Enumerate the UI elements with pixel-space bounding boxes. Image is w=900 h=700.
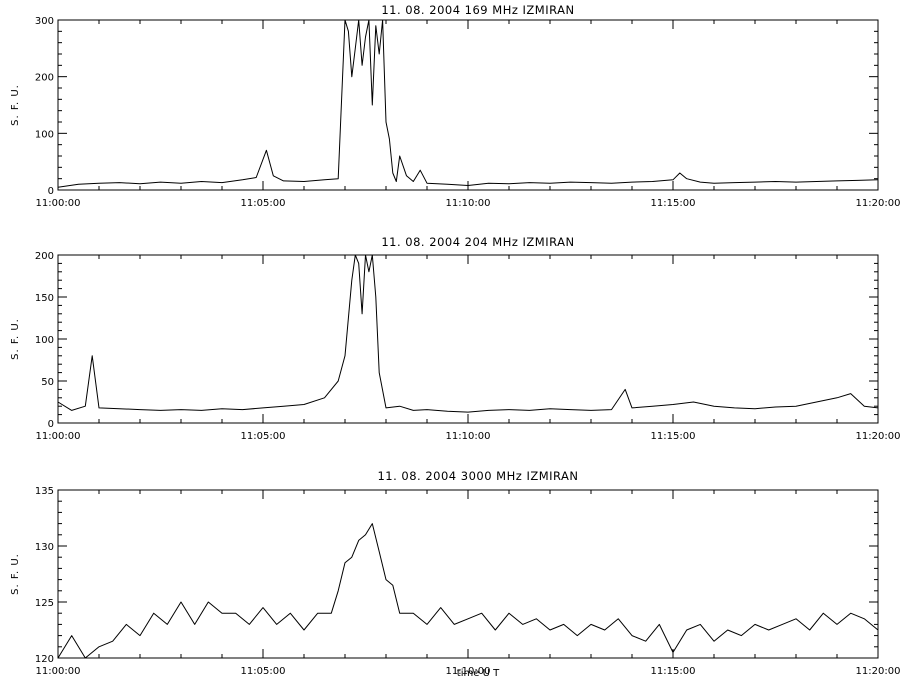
y-tick-label: 200 xyxy=(35,73,54,84)
x-tick-label: 11:15:00 xyxy=(651,431,696,442)
plot-frame xyxy=(57,19,879,191)
chart-panel-1: 11. 08. 2004 169 MHz IZMIRAN S. F. U. 0 100… xyxy=(10,3,900,209)
y-tick-label: 120 xyxy=(35,654,54,665)
y-tick-label: 200 xyxy=(35,251,54,262)
x-tick-label: 11:10:00 xyxy=(446,431,491,442)
y-axis-label: S. F. U. xyxy=(10,318,21,360)
y-tick-label: 130 xyxy=(35,542,54,553)
x-axis-label: time U T xyxy=(457,668,500,679)
x-tick-label: 11:20:00 xyxy=(856,431,900,442)
x-tick-label: 11:00:00 xyxy=(36,198,81,209)
chart-title: 11. 08. 2004 169 MHz IZMIRAN xyxy=(381,3,574,17)
plot-frame xyxy=(57,489,879,659)
x-tick-label: 11:20:00 xyxy=(856,198,900,209)
series-line xyxy=(57,523,879,659)
x-tick-label: 11:00:00 xyxy=(36,666,81,677)
series-line xyxy=(57,254,879,413)
y-tick-label: 50 xyxy=(41,377,54,388)
y-axis-label: S. F. U. xyxy=(10,84,21,126)
x-tick-label: 11:05:00 xyxy=(241,666,286,677)
y-tick-label: 100 xyxy=(35,335,54,346)
x-tick-label: 11:10:00 xyxy=(446,666,491,677)
x-tick-label: 11:05:00 xyxy=(241,431,286,442)
plot-frame xyxy=(57,254,879,424)
y-tick-label: 300 xyxy=(35,16,54,27)
x-tick-label: 11:20:00 xyxy=(856,666,900,677)
x-tick-label: 11:15:00 xyxy=(651,198,696,209)
y-tick-label: 125 xyxy=(35,598,54,609)
x-tick-label: 11:00:00 xyxy=(36,431,81,442)
y-tick-label: 100 xyxy=(35,129,54,140)
x-tick-label: 11:05:00 xyxy=(241,198,286,209)
chart-panel-2: 11. 08. 2004 204 MHz IZMIRAN S. F. U. 0 50 1… xyxy=(10,235,900,442)
chart-title: 11. 08. 2004 3000 MHz IZMIRAN xyxy=(377,469,578,483)
x-tick-label: 11:10:00 xyxy=(446,198,491,209)
y-axis-label: S. F. U. xyxy=(10,553,21,595)
y-tick-label: 0 xyxy=(48,186,54,197)
y-tick-label: 0 xyxy=(48,419,54,430)
y-tick-label: 135 xyxy=(35,486,54,497)
y-tick-label: 150 xyxy=(35,293,54,304)
series-line xyxy=(57,19,879,188)
chart-title: 11. 08. 2004 204 MHz IZMIRAN xyxy=(381,235,574,249)
chart-panel-3: 11. 08. 2004 3000 MHz IZMIRAN S. F. U. 120… xyxy=(10,469,900,679)
x-tick-label: 11:15:00 xyxy=(651,666,696,677)
